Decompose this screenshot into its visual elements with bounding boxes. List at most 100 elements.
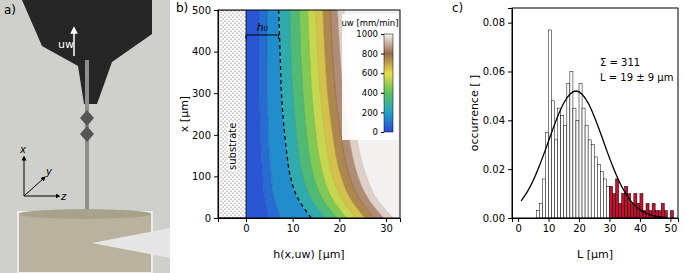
- rod-clamp: [80, 110, 94, 126]
- tick-label: 0: [515, 223, 521, 234]
- tick: 0: [243, 218, 249, 234]
- tick: 600: [362, 68, 384, 78]
- x-axis-title: h(x,uw) [µm]: [273, 248, 344, 261]
- tick-label: 200: [362, 108, 378, 118]
- histogram-bar: [582, 108, 585, 218]
- tick: 10: [287, 218, 300, 234]
- tick-label: 10: [287, 223, 300, 234]
- tick-mark: [508, 23, 512, 24]
- histogram-bar: [625, 186, 628, 218]
- coordinate-label: y: [45, 166, 53, 177]
- tick-mark: [640, 218, 641, 222]
- figure-svg: uwa)xyzsubstrate01020300100200300400500h…: [0, 0, 685, 273]
- tick-mark: [508, 218, 512, 219]
- tick-mark: [339, 218, 340, 222]
- histogram-bar: [542, 179, 545, 218]
- tick-label: 0.06: [483, 66, 505, 77]
- tick-label: 200: [192, 130, 211, 141]
- contour-line: [290, 10, 325, 218]
- tick: 0.08: [483, 17, 512, 28]
- tick-mark: [381, 112, 384, 113]
- x-axis: 01020304050: [513, 218, 679, 234]
- axis-line: [214, 11, 219, 219]
- tick-mark: [508, 71, 512, 72]
- tick-mark: [381, 132, 384, 133]
- histogram-bar: [622, 194, 625, 218]
- annotation: Σ = 311: [600, 57, 640, 68]
- tick-label: 400: [362, 88, 378, 98]
- contour-line: [267, 10, 281, 218]
- colorbar-axis: 02004006008001000: [356, 29, 384, 137]
- tick-mark: [386, 218, 387, 222]
- tick-label: 0.02: [483, 164, 505, 175]
- x-axis: 0102030: [219, 218, 401, 234]
- contour-line: [308, 10, 347, 218]
- tick-mark: [518, 218, 519, 222]
- panel-label: b): [176, 1, 188, 15]
- axis-line: [508, 9, 513, 219]
- tick: 0: [205, 213, 218, 224]
- tick: 200: [362, 108, 384, 118]
- histogram-bar: [619, 203, 622, 218]
- y-axis-title: x [µm]: [178, 96, 191, 132]
- tick: 200: [192, 130, 218, 141]
- histogram-bar: [637, 203, 640, 218]
- histogram-bar: [594, 157, 597, 218]
- coordinate-axis: [24, 158, 25, 196]
- tick-label: 0: [205, 213, 211, 224]
- histogram-bar: [661, 203, 664, 218]
- contour-line-dashed: [279, 10, 312, 218]
- h0-bracket: [246, 35, 279, 39]
- tick-mark: [381, 93, 384, 94]
- tick: 800: [362, 49, 384, 59]
- colorbar-box: [342, 14, 398, 140]
- tick: 20: [573, 218, 586, 234]
- coordinate-axis: [24, 196, 58, 197]
- photo-background: [0, 0, 170, 273]
- y-axis-title: occurrence [ ]: [468, 75, 481, 152]
- plot-frame: [512, 8, 678, 218]
- tick-label: 0.00: [483, 213, 505, 224]
- rod-clamp: [80, 126, 94, 142]
- histogram-bar: [567, 84, 570, 218]
- histogram-bar: [591, 145, 594, 218]
- histogram-bar: [564, 125, 567, 218]
- tick: 50: [665, 218, 678, 234]
- tick-label: 500: [192, 5, 211, 16]
- panel-c: 010203040500.000.020.040.060.08L [µm]occ…: [452, 1, 679, 261]
- tick: 0: [515, 218, 521, 234]
- tick-label: 40: [634, 223, 647, 234]
- histogram-bar: [597, 164, 600, 218]
- tick-mark: [508, 120, 512, 121]
- histogram-bar: [573, 108, 576, 218]
- histogram-bar: [536, 211, 539, 218]
- histogram-bar: [616, 179, 619, 218]
- tick-mark: [293, 218, 294, 222]
- histogram-bar: [585, 125, 588, 218]
- substrate-label: substrate: [227, 123, 238, 170]
- histogram-bar: [646, 203, 649, 218]
- tick-label: 30: [604, 223, 617, 234]
- axis-line: [381, 35, 385, 133]
- histogram-bar: [603, 179, 606, 218]
- panel-label: c): [452, 1, 463, 15]
- tick: 0.04: [483, 115, 512, 126]
- histogram-bar: [606, 186, 609, 218]
- histogram-bar: [588, 140, 591, 218]
- panel-b: substrate01020300100200300400500h(x,uw) …: [176, 1, 401, 261]
- tick-mark: [381, 54, 384, 55]
- tick: 40: [634, 218, 647, 234]
- coordinate-label: z: [60, 191, 67, 202]
- tick-mark: [246, 218, 247, 222]
- tick-label: 0: [373, 127, 378, 137]
- panel-label: a): [4, 3, 16, 17]
- tick-label: 600: [362, 68, 378, 78]
- tick-mark: [381, 34, 384, 35]
- substrate: [218, 10, 246, 218]
- fit-line: [521, 91, 667, 217]
- axis-line: [219, 219, 401, 223]
- tick: 30: [604, 218, 617, 234]
- histogram-bar: [561, 115, 564, 218]
- zoom-wedge: [92, 228, 170, 258]
- annotation: h₀: [257, 21, 269, 34]
